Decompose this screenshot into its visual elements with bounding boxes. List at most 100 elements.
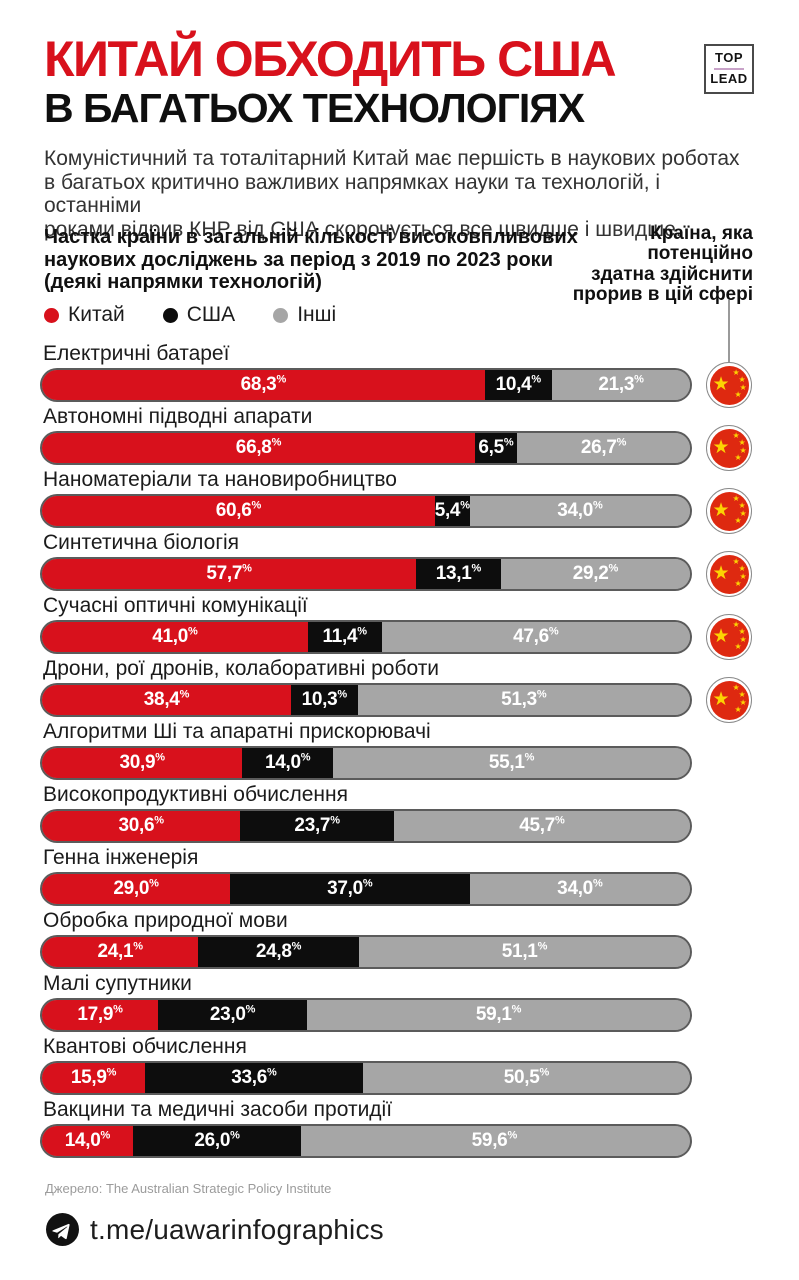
bar-segment-china: 17,9% xyxy=(42,1000,158,1030)
china-value: 15,9 xyxy=(70,1067,107,1088)
category-label: Вакцини та медичні засоби протидії xyxy=(43,1098,393,1121)
category-label: Наноматеріали та нановиробництво xyxy=(43,468,397,491)
flag-small-star: ★ xyxy=(738,374,746,384)
others-value: 34,0 xyxy=(557,878,593,899)
bar-segment-others: 45,7% xyxy=(393,811,690,841)
flag-small-star: ★ xyxy=(732,430,740,440)
bar-segment-usa: 10,4% xyxy=(484,370,552,400)
flag-small-star: ★ xyxy=(732,556,740,566)
usa-value: 11,4 xyxy=(322,626,358,647)
legend-label-others: Інші xyxy=(297,303,337,326)
stacked-bar: 68,3% 10,4% 21,3% xyxy=(40,368,692,402)
bar-segment-others: 55,1% xyxy=(332,748,690,778)
china-value: 30,9 xyxy=(119,752,156,773)
stacked-bar: 57,7% 13,1% 29,2% xyxy=(40,557,692,591)
flag-small-star: ★ xyxy=(739,634,747,644)
usa-value: 13,1 xyxy=(435,563,472,584)
chart-row: Дрони, рої дронів, колаборативні роботи … xyxy=(40,657,752,723)
bar-segment-usa: 23,7% xyxy=(240,811,394,841)
legend-dot-others xyxy=(273,307,289,323)
bar-segment-china: 41,0% xyxy=(42,622,308,652)
legend-label-usa: США xyxy=(186,303,236,326)
category-label: Високопродуктивні обчислення xyxy=(43,783,348,806)
flag-big-star: ★ xyxy=(712,499,730,521)
flag-small-star: ★ xyxy=(738,563,746,573)
bar-segment-others: 34,0% xyxy=(469,874,690,904)
title-line-2: В БАГАТЬОХ ТЕХНОЛОГІЯХ xyxy=(44,85,585,131)
flag-small-star: ★ xyxy=(732,493,740,503)
china-value: 38,4 xyxy=(143,689,180,710)
bar-segment-china: 30,9% xyxy=(42,748,243,778)
bar-segment-china: 15,9% xyxy=(42,1063,146,1093)
flag-small-star: ★ xyxy=(734,452,742,462)
percent-sign: % xyxy=(245,1003,256,1016)
category-label: Малі супутники xyxy=(43,972,192,995)
percent-sign: % xyxy=(300,751,311,764)
percent-sign: % xyxy=(471,562,481,575)
china-flag-field: ★ ★ ★ ★ ★ xyxy=(709,491,749,531)
bar-segment-others: 59,6% xyxy=(301,1126,688,1156)
logo-lead-text: LEAD xyxy=(710,71,748,86)
bar-segment-usa: 11,4% xyxy=(307,622,382,652)
percent-sign: % xyxy=(133,940,143,953)
category-label: Алгоритми Ші та апаратні прискорювачі xyxy=(43,720,431,743)
china-value: 24,1 xyxy=(97,941,134,962)
intro-paragraph: Комуністичний та тоталітарний Китай має … xyxy=(44,147,740,242)
bar-segment-china: 14,0% xyxy=(42,1126,133,1156)
bar-segment-others: 51,3% xyxy=(357,685,690,715)
telegram-link[interactable]: t.me/uawarinfographics xyxy=(90,1213,384,1245)
stacked-bar: 30,6% 23,7% 45,7% xyxy=(40,809,692,843)
others-value: 51,1 xyxy=(501,941,538,962)
flag-small-star: ★ xyxy=(732,367,740,377)
percent-sign: % xyxy=(113,1003,123,1016)
flag-big-star: ★ xyxy=(712,688,730,710)
percent-sign: % xyxy=(539,1066,550,1079)
flag-big-star: ★ xyxy=(712,625,730,647)
chart-rows: Електричні батареї 68,3% 10,4% 21,3% ★ ★… xyxy=(40,342,752,1161)
china-value: 41,0 xyxy=(152,626,188,647)
bar-segment-others: 51,1% xyxy=(358,937,690,967)
flag-big-star: ★ xyxy=(712,562,730,584)
bar-segment-usa: 6,5% xyxy=(474,433,517,463)
page-title: КИТАЙ ОБХОДИТЬ США В БАГАТЬОХ ТЕХНОЛОГІЯ… xyxy=(44,34,617,131)
percent-sign: % xyxy=(276,373,286,386)
percent-sign: % xyxy=(291,940,302,953)
percent-sign: % xyxy=(507,1129,517,1142)
bar-segment-others: 47,6% xyxy=(381,622,690,652)
bar-segment-usa: 24,8% xyxy=(198,937,359,967)
percent-sign: % xyxy=(251,499,261,512)
footer: t.me/uawarinfographics xyxy=(46,1213,384,1246)
others-value: 59,6 xyxy=(471,1130,508,1151)
china-value: 68,3 xyxy=(240,374,277,395)
china-flag-field: ★ ★ ★ ★ ★ xyxy=(709,365,749,405)
usa-value: 23,7 xyxy=(294,815,331,836)
china-value: 30,6 xyxy=(118,815,155,836)
percent-sign: % xyxy=(592,499,603,512)
chart-row: Вакцини та медичні засоби протидії 14,0%… xyxy=(40,1098,692,1161)
source-note: Джерело: The Australian Strategic Policy… xyxy=(45,1181,332,1196)
bar-segment-china: 66,8% xyxy=(42,433,475,463)
usa-value: 14,0 xyxy=(264,752,301,773)
percent-sign: % xyxy=(362,877,373,890)
bar-segment-others: 29,2% xyxy=(500,559,690,589)
china-flag-icon: ★ ★ ★ ★ ★ xyxy=(706,425,752,471)
flag-small-star: ★ xyxy=(734,389,742,399)
china-flag-icon: ★ ★ ★ ★ ★ xyxy=(706,362,752,408)
stacked-bar: 17,9% 23,0% 59,1% xyxy=(40,998,692,1032)
legend: Китай США Інші xyxy=(44,303,336,327)
percent-sign: % xyxy=(230,1129,240,1142)
usa-value: 10,4 xyxy=(495,374,532,395)
usa-value: 10,3 xyxy=(301,689,338,710)
chart-row: Обробка природної мови 24,1% 24,8% 51,1% xyxy=(40,909,692,972)
flag-big-star: ★ xyxy=(712,436,730,458)
chart-subtitle-right: Країна, яка потенційно здатна здійснити … xyxy=(572,223,753,305)
percent-sign: % xyxy=(337,688,347,701)
percent-sign: % xyxy=(608,562,619,575)
stacked-bar: 38,4% 10,3% 51,3% xyxy=(40,683,692,717)
percent-sign: % xyxy=(531,373,541,386)
flag-big-star: ★ xyxy=(712,373,730,395)
percent-sign: % xyxy=(154,814,164,827)
category-label: Обробка природної мови xyxy=(43,909,288,932)
bar-segment-others: 26,7% xyxy=(516,433,690,463)
flag-small-star: ★ xyxy=(732,619,740,629)
